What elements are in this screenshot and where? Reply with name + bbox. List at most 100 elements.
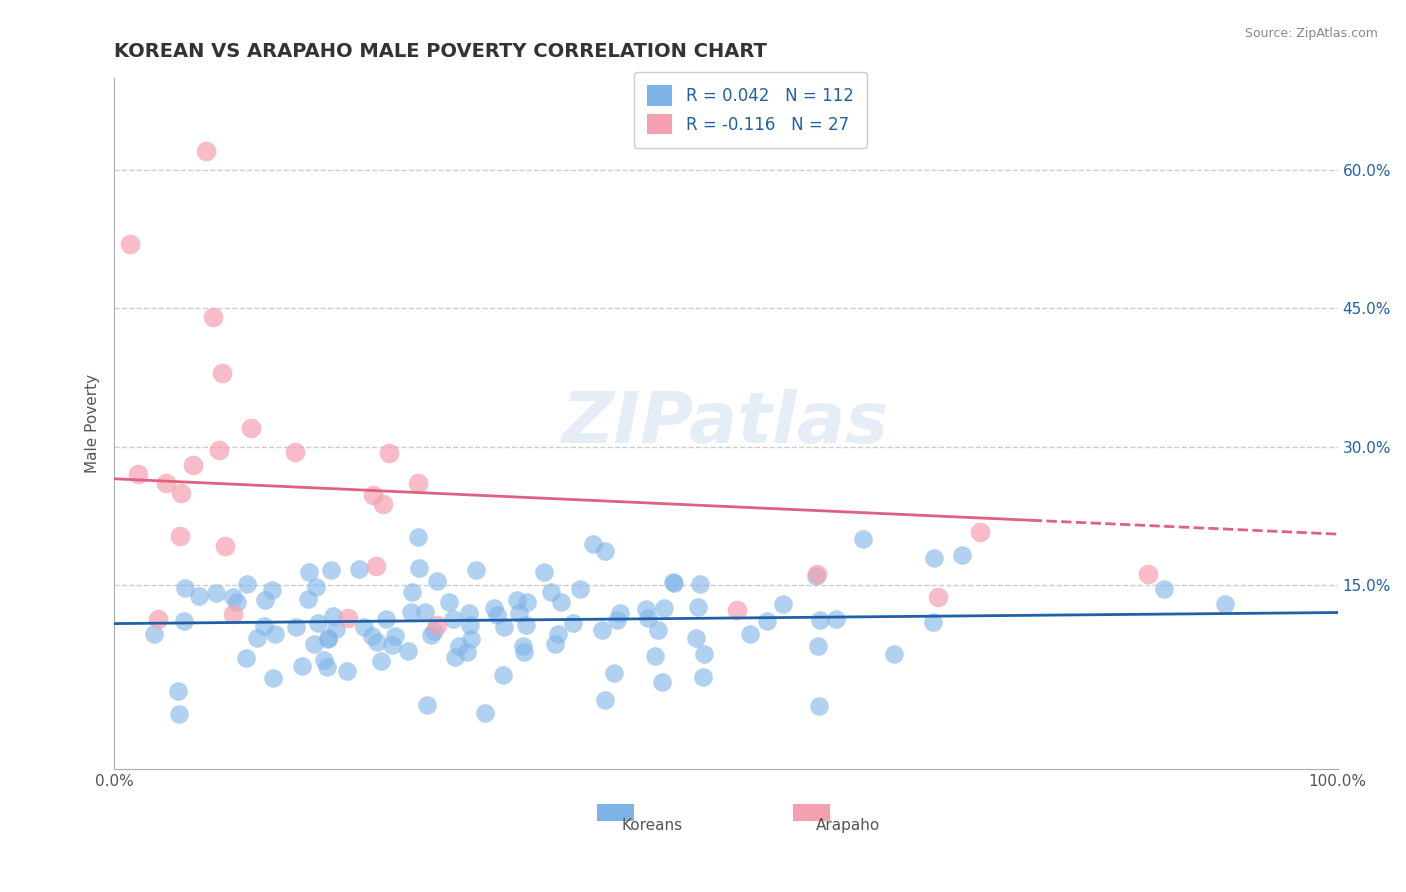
Point [512, 645, 534, 659]
Point [756, 614, 779, 628]
Point [205, 586, 228, 600]
Point [173, 615, 195, 629]
Point [437, 595, 460, 609]
Point [465, 562, 488, 576]
Point [127, 467, 149, 482]
Point [316, 660, 339, 674]
Point [201, 310, 224, 325]
Point [262, 582, 284, 597]
Point [208, 442, 231, 457]
Point [685, 631, 707, 645]
Point [591, 624, 613, 638]
Point [221, 590, 243, 604]
Point [544, 637, 567, 651]
Point [533, 565, 555, 579]
Point [396, 644, 419, 658]
Point [426, 574, 449, 588]
Point [366, 634, 388, 648]
Y-axis label: Male Poverty: Male Poverty [86, 374, 100, 473]
Point [142, 627, 165, 641]
Point [540, 584, 562, 599]
Point [686, 599, 709, 614]
Point [236, 576, 259, 591]
Point [852, 532, 875, 546]
Point [562, 616, 585, 631]
Point [492, 620, 515, 634]
Point [374, 611, 396, 625]
Point [406, 529, 429, 543]
Point [174, 581, 197, 595]
Point [361, 488, 384, 502]
Point [969, 525, 991, 540]
Point [651, 675, 673, 690]
Point [772, 598, 794, 612]
Point [325, 622, 347, 636]
Point [644, 649, 666, 664]
Point [381, 638, 404, 652]
Point [378, 446, 401, 460]
Text: Koreans: Koreans [621, 818, 683, 833]
Point [413, 605, 436, 619]
Point [169, 529, 191, 543]
Point [305, 581, 328, 595]
Point [740, 627, 762, 641]
Point [298, 565, 321, 579]
Point [401, 585, 423, 599]
Point [693, 647, 716, 661]
Point [456, 644, 478, 658]
Point [284, 445, 307, 459]
Text: KOREAN VS ARAPAHO MALE POVERTY CORRELATION CHART: KOREAN VS ARAPAHO MALE POVERTY CORRELATI… [114, 42, 768, 61]
Text: Arapaho: Arapaho [815, 818, 880, 833]
Point [807, 639, 830, 653]
Text: Source: ZipAtlas.com: Source: ZipAtlas.com [1244, 27, 1378, 40]
Point [254, 593, 277, 607]
Point [516, 595, 538, 609]
Point [336, 610, 359, 624]
Point [194, 145, 217, 159]
Point [416, 698, 439, 712]
Point [804, 569, 827, 583]
Point [291, 658, 314, 673]
Point [235, 651, 257, 665]
Point [485, 607, 508, 622]
Point [593, 543, 616, 558]
Point [808, 613, 831, 627]
Point [606, 613, 628, 627]
Point [322, 609, 344, 624]
Point [492, 668, 515, 682]
Point [246, 632, 269, 646]
Point [662, 575, 685, 590]
Point [725, 603, 748, 617]
Point [347, 561, 370, 575]
Point [482, 600, 505, 615]
Point [603, 665, 626, 680]
Point [307, 616, 329, 631]
Point [423, 624, 446, 638]
Point [120, 236, 142, 251]
Point [652, 600, 675, 615]
Point [297, 592, 319, 607]
Legend: R = 0.042   N = 112, R = -0.116   N = 27: R = 0.042 N = 112, R = -0.116 N = 27 [634, 72, 868, 148]
Point [458, 618, 481, 632]
Point [366, 558, 388, 573]
Point [284, 620, 307, 634]
Point [420, 628, 443, 642]
Point [155, 476, 177, 491]
Point [922, 615, 945, 630]
Point [664, 575, 686, 590]
Point [167, 706, 190, 721]
Point [609, 607, 631, 621]
Point [634, 601, 657, 615]
Point [240, 421, 263, 435]
Text: ZIPatlas: ZIPatlas [562, 389, 890, 458]
Point [353, 620, 375, 634]
Point [321, 563, 343, 577]
Point [950, 548, 973, 562]
Point [447, 640, 470, 654]
Point [508, 606, 530, 620]
Point [1136, 567, 1159, 582]
Point [647, 624, 669, 638]
Point [302, 637, 325, 651]
Point [512, 639, 534, 653]
Point [924, 551, 946, 566]
